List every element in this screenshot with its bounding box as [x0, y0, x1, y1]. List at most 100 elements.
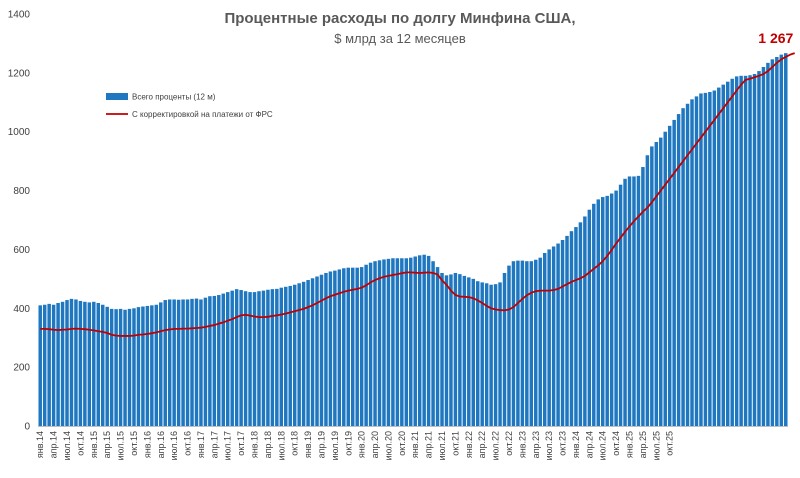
x-tick-label: июл.20: [383, 431, 393, 460]
bar: [672, 119, 676, 426]
bar: [502, 272, 507, 426]
bar: [163, 300, 167, 426]
bar: [752, 74, 757, 426]
bar: [132, 308, 136, 426]
bar: [386, 258, 391, 426]
bar: [364, 264, 368, 426]
bar: [333, 270, 337, 426]
x-tick-label: янв.18: [250, 431, 260, 458]
chart-title: Процентные расходы по долгу Минфина США,: [224, 10, 575, 27]
bar: [498, 282, 502, 426]
bar: [373, 261, 377, 426]
x-tick-label: окт.24: [611, 431, 621, 456]
bar: [234, 289, 239, 426]
x-tick-label: июл.24: [598, 431, 608, 460]
bar: [310, 278, 315, 426]
bar: [382, 259, 386, 426]
bar: [377, 260, 382, 426]
bar: [730, 78, 734, 427]
bar: [475, 281, 480, 426]
x-tick-label: июл.17: [223, 431, 233, 460]
y-tick-label: 1000: [8, 127, 31, 138]
bar: [592, 203, 596, 426]
bar: [409, 257, 413, 426]
bar: [618, 184, 623, 426]
x-tick-label: июл.14: [62, 431, 72, 460]
bar: [136, 307, 141, 426]
bar: [578, 222, 583, 426]
bar: [56, 302, 60, 426]
bar: [194, 298, 199, 426]
x-tick-label: окт.15: [129, 431, 139, 456]
bar: [208, 296, 212, 426]
bar: [167, 299, 172, 426]
bar: [725, 81, 730, 426]
bar: [252, 292, 257, 426]
bar: [784, 53, 788, 426]
bar: [600, 197, 605, 426]
bar: [324, 272, 328, 426]
bar: [529, 261, 534, 426]
x-tick-label: апр.22: [477, 431, 487, 458]
bar: [748, 75, 752, 427]
bar: [337, 269, 342, 426]
bar: [100, 304, 105, 426]
bar: [38, 305, 42, 426]
bar: [47, 303, 51, 426]
bar: [712, 90, 717, 426]
x-tick-label: янв.15: [89, 431, 99, 458]
bar: [757, 71, 761, 426]
bar: [449, 274, 453, 426]
bar: [471, 278, 476, 426]
bar: [426, 255, 431, 426]
bar: [114, 309, 118, 426]
bar: [239, 290, 243, 426]
x-tick-label: апр.20: [370, 431, 380, 458]
bar: [301, 281, 306, 426]
x-tick-label: апр.25: [638, 431, 648, 458]
bar: [565, 235, 569, 426]
bar: [123, 309, 127, 426]
x-tick-label: апр.21: [424, 431, 434, 458]
bar: [721, 84, 726, 426]
bar: [78, 300, 83, 426]
bar: [779, 54, 784, 427]
callout-label: 1 267: [758, 30, 793, 46]
bar: [440, 272, 444, 426]
bar: [775, 56, 779, 426]
x-tick-label: апр.24: [584, 431, 594, 458]
bar: [315, 276, 319, 426]
bar: [42, 304, 47, 426]
bar: [65, 300, 69, 426]
bar: [489, 284, 493, 426]
bar: [225, 292, 230, 426]
x-tick-label: янв.21: [410, 431, 420, 458]
bar: [83, 301, 87, 426]
bar: [547, 249, 551, 426]
bar: [319, 274, 324, 426]
bar: [614, 190, 618, 426]
x-tick-label: окт.22: [504, 431, 514, 456]
bar: [266, 289, 270, 426]
legend-line-label: С корректировкой на платежи от ФРС: [132, 110, 273, 119]
bar: [511, 261, 516, 426]
x-tick-label: апр.15: [102, 431, 112, 458]
x-tick-label: окт.14: [75, 431, 85, 456]
bar: [109, 308, 114, 426]
bar: [699, 93, 703, 427]
bar: [542, 252, 547, 426]
bar: [734, 76, 739, 426]
bar: [243, 291, 248, 426]
bar: [199, 299, 203, 426]
x-tick-label: июл.22: [491, 431, 501, 460]
bar: [623, 178, 627, 426]
bar: [538, 257, 542, 426]
bar: [230, 290, 234, 426]
bar: [284, 286, 288, 426]
bar: [270, 289, 275, 426]
bar: [636, 175, 641, 426]
bar: [681, 108, 685, 427]
bar: [359, 267, 364, 426]
bar: [560, 240, 565, 426]
bar: [685, 103, 690, 426]
